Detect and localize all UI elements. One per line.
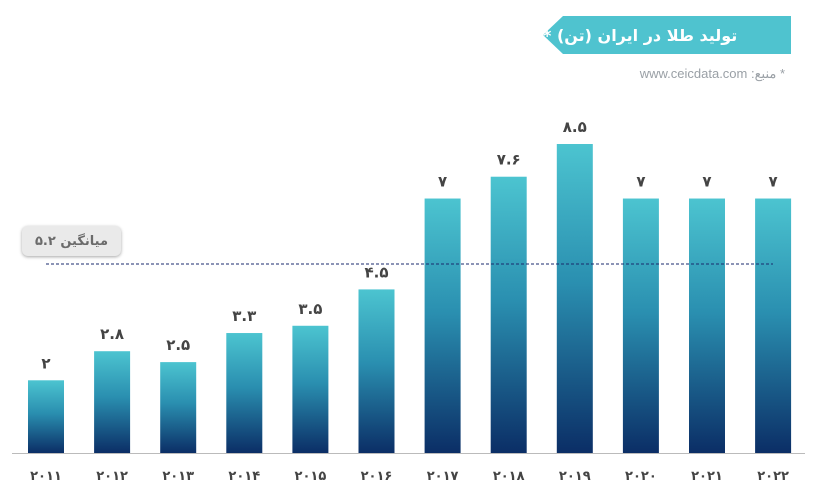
bar-value-label: ۲.۵ bbox=[166, 336, 190, 354]
bar bbox=[226, 333, 263, 453]
x-tick-label: ۲۰۲۱ bbox=[691, 469, 723, 484]
bar bbox=[689, 198, 725, 453]
x-tick-label: ۲۰۱۹ bbox=[559, 469, 591, 484]
x-tick-label: ۲۰۱۷ bbox=[427, 469, 459, 484]
bar-value-label: ۲.۸ bbox=[100, 325, 124, 343]
bar bbox=[755, 198, 792, 453]
bar-value-label: ۷ bbox=[702, 173, 711, 191]
x-tick-label: ۲۰۲۰ bbox=[625, 469, 657, 484]
x-tick-label: ۲۰۱۳ bbox=[162, 469, 194, 484]
bar bbox=[622, 198, 659, 453]
average-badge: میانگین ۵.۲ bbox=[22, 226, 121, 256]
bar-value-label: ۳.۳ bbox=[232, 307, 256, 325]
x-tick-label: ۲۰۱۴ bbox=[228, 469, 260, 484]
x-tick-label: ۲۰۱۶ bbox=[361, 469, 393, 484]
bar bbox=[490, 176, 527, 453]
x-tick-label: ۲۰۱۵ bbox=[295, 469, 327, 484]
bar bbox=[424, 198, 461, 453]
bar bbox=[292, 325, 329, 453]
bar-value-label: ۳.۵ bbox=[298, 300, 322, 318]
source-note: * منبع: www.ceicdata.com bbox=[639, 66, 785, 81]
bar bbox=[28, 380, 64, 453]
x-tick-label: ۲۰۲۲ bbox=[757, 469, 789, 484]
x-tick-label: ۲۰۱۸ bbox=[493, 469, 525, 484]
bar bbox=[160, 362, 197, 453]
bar-value-label: ۴.۵ bbox=[364, 263, 388, 281]
chart-title: تولید طلا در ایران (تن) * bbox=[543, 16, 791, 54]
bar bbox=[556, 144, 593, 453]
bar-value-label: ۷ bbox=[438, 173, 447, 191]
bar-value-label: ۷ bbox=[636, 173, 645, 191]
bar bbox=[94, 351, 131, 453]
bar-value-label: ۷.۶ bbox=[497, 151, 521, 169]
bar-value-label: ۲ bbox=[41, 354, 50, 372]
bar-value-label: ۸.۵ bbox=[563, 118, 587, 136]
bar-value-label: ۷ bbox=[769, 173, 778, 191]
x-tick-label: ۲۰۱۱ bbox=[30, 469, 62, 484]
x-tick-label: ۲۰۱۲ bbox=[96, 469, 128, 484]
bar bbox=[358, 289, 395, 453]
